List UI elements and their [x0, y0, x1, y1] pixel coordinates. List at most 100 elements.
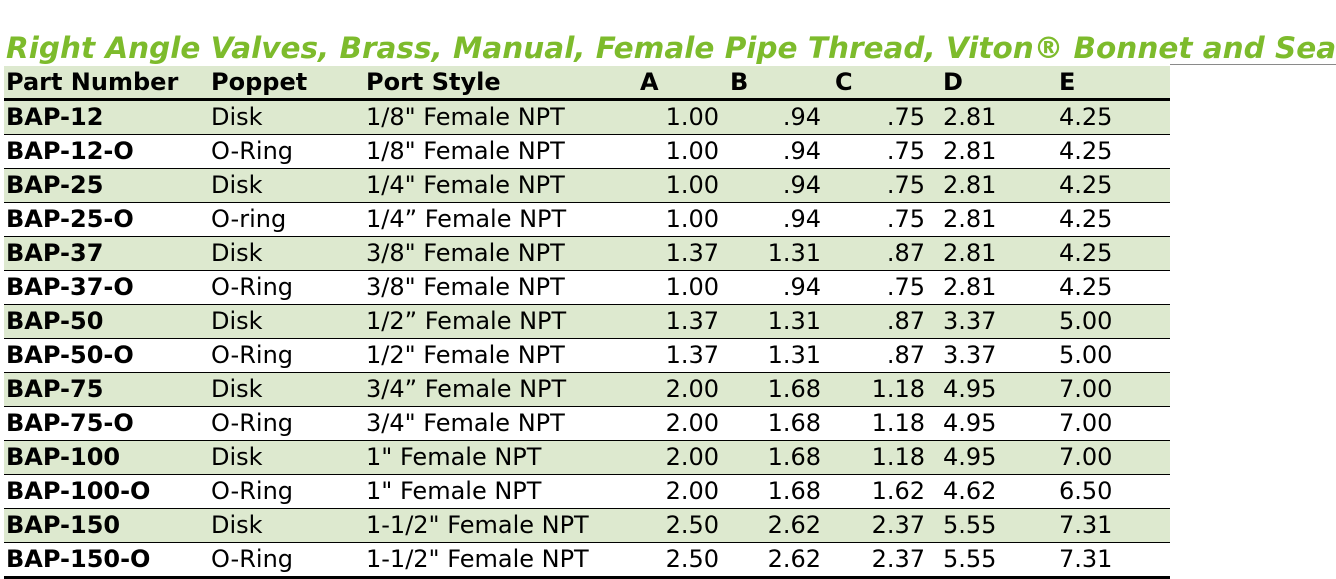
cell-dim-b: 1.68 — [767, 443, 821, 471]
column-header-part-number: Part Number — [4, 66, 208, 100]
cell-dim-b: .94 — [782, 103, 821, 131]
cell-port-style: 1" Female NPT — [366, 443, 542, 471]
cell-poppet: Disk — [211, 375, 263, 403]
table-row: BAP-150-O O-Ring 1-1/2" Female NPT 2.50 2.62… — [4, 543, 1170, 578]
cell-port-style: 1/2" Female NPT — [366, 341, 565, 369]
cell-part-number: BAP-25 — [6, 171, 104, 199]
cell-dim-e: 7.00 — [1059, 375, 1113, 403]
cell-dim-d: 2.81 — [943, 171, 997, 199]
cell-dim-c: 1.18 — [871, 375, 925, 403]
cell-dim-a: 2.00 — [665, 375, 719, 403]
cell-port-style: 1-1/2" Female NPT — [366, 511, 589, 539]
valve-spec-table: Part Number Poppet Port Style A B C D E … — [4, 66, 1170, 579]
cell-dim-a: 2.50 — [665, 545, 719, 573]
cell-part-number: BAP-12 — [6, 103, 104, 131]
cell-dim-e: 7.00 — [1059, 409, 1113, 437]
cell-poppet: Disk — [211, 239, 263, 267]
table-row: BAP-50 Disk 1/2” Female NPT 1.37 1.31 .87 3.37… — [4, 304, 1170, 339]
table-row: BAP-75 Disk 3/4” Female NPT 2.00 1.68 1.18 4.9… — [4, 372, 1170, 407]
cell-poppet: O-Ring — [211, 273, 294, 301]
cell-port-style: 3/4" Female NPT — [366, 409, 565, 437]
cell-part-number: BAP-100 — [6, 443, 121, 471]
cell-dim-c: 2.37 — [871, 511, 925, 539]
cell-dim-c: .87 — [886, 341, 925, 369]
cell-poppet: O-ring — [211, 205, 287, 233]
cell-port-style: 1/2” Female NPT — [366, 307, 567, 335]
cell-dim-a: 1.00 — [665, 273, 719, 301]
cell-port-style: 1-1/2" Female NPT — [366, 545, 589, 573]
cell-dim-a: 2.00 — [665, 477, 719, 505]
cell-dim-a: 1.37 — [665, 239, 719, 267]
table-row: BAP-12-O O-Ring 1/8" Female NPT 1.00 .94 .75 2… — [4, 135, 1170, 169]
cell-dim-a: 2.00 — [665, 443, 719, 471]
table-row: BAP-50-O O-Ring 1/2" Female NPT 1.37 1.31 .87… — [4, 339, 1170, 373]
cell-dim-a: 1.00 — [665, 205, 719, 233]
cell-part-number: BAP-75 — [6, 375, 104, 403]
cell-dim-d: 3.37 — [943, 307, 997, 335]
column-header-b: B — [726, 66, 831, 100]
cell-part-number: BAP-12-O — [6, 137, 134, 165]
cell-poppet: O-Ring — [211, 545, 294, 573]
cell-dim-e: 5.00 — [1059, 341, 1113, 369]
cell-dim-e: 4.25 — [1059, 137, 1113, 165]
column-header-e: E — [1041, 66, 1170, 100]
cell-dim-c: .87 — [886, 307, 925, 335]
cell-dim-b: 2.62 — [767, 545, 821, 573]
cell-dim-c: .75 — [886, 137, 925, 165]
cell-port-style: 3/8" Female NPT — [366, 273, 565, 301]
cell-dim-a: 1.00 — [665, 103, 719, 131]
column-header-poppet: Poppet — [208, 66, 366, 100]
cell-part-number: BAP-75-O — [6, 409, 134, 437]
cell-dim-d: 5.55 — [943, 545, 997, 573]
cell-dim-e: 7.31 — [1059, 545, 1113, 573]
cell-dim-e: 4.25 — [1059, 273, 1113, 301]
cell-port-style: 1/8" Female NPT — [366, 137, 565, 165]
cell-dim-d: 4.62 — [943, 477, 997, 505]
cell-dim-b: 1.31 — [767, 341, 821, 369]
cell-dim-e: 7.31 — [1059, 511, 1113, 539]
cell-dim-b: .94 — [782, 205, 821, 233]
cell-port-style: 1/4" Female NPT — [366, 171, 565, 199]
table-row: BAP-100-O O-Ring 1" Female NPT 2.00 1.68 1.62… — [4, 475, 1170, 509]
cell-poppet: O-Ring — [211, 341, 294, 369]
cell-dim-e: 6.50 — [1059, 477, 1113, 505]
table-row: BAP-100 Disk 1" Female NPT 2.00 1.68 1.18 4.95… — [4, 440, 1170, 475]
cell-dim-c: .75 — [886, 205, 925, 233]
cell-dim-b: 1.31 — [767, 307, 821, 335]
cell-part-number: BAP-37-O — [6, 273, 134, 301]
cell-dim-d: 3.37 — [943, 341, 997, 369]
cell-port-style: 1/4” Female NPT — [366, 205, 567, 233]
cell-dim-d: 5.55 — [943, 511, 997, 539]
cell-dim-e: 4.25 — [1059, 239, 1113, 267]
cell-dim-c: 1.62 — [871, 477, 925, 505]
cell-dim-c: .75 — [886, 171, 925, 199]
cell-poppet: Disk — [211, 443, 263, 471]
cell-part-number: BAP-50 — [6, 307, 104, 335]
cell-port-style: 1/8" Female NPT — [366, 103, 565, 131]
cell-part-number: BAP-50-O — [6, 341, 134, 369]
table-row: BAP-25 Disk 1/4" Female NPT 1.00 .94 .75 2.81 4… — [4, 168, 1170, 203]
cell-dim-c: .75 — [886, 103, 925, 131]
cell-dim-d: 2.81 — [943, 103, 997, 131]
cell-port-style: 1" Female NPT — [366, 477, 542, 505]
table-row: BAP-75-O O-Ring 3/4" Female NPT 2.00 1.68 1.1… — [4, 407, 1170, 441]
cell-dim-d: 2.81 — [943, 273, 997, 301]
column-header-c: C — [831, 66, 931, 100]
cell-dim-a: 1.37 — [665, 307, 719, 335]
cell-dim-c: 1.18 — [871, 409, 925, 437]
cell-dim-e: 4.25 — [1059, 171, 1113, 199]
table-row: BAP-37-O O-Ring 3/8" Female NPT 1.00 .94 .75 2… — [4, 271, 1170, 305]
cell-poppet: Disk — [211, 307, 263, 335]
page-title: Right Angle Valves, Brass, Manual, Femal… — [6, 31, 1336, 65]
title-divider — [1170, 64, 1336, 65]
cell-poppet: O-Ring — [211, 477, 294, 505]
cell-dim-c: .75 — [886, 273, 925, 301]
cell-dim-b: 1.68 — [767, 409, 821, 437]
cell-dim-b: 1.31 — [767, 239, 821, 267]
table-row: BAP-37 Disk 3/8" Female NPT 1.37 1.31 .87 2.81… — [4, 236, 1170, 271]
cell-dim-e: 5.00 — [1059, 307, 1113, 335]
cell-part-number: BAP-150 — [6, 511, 121, 539]
cell-part-number: BAP-37 — [6, 239, 104, 267]
cell-dim-d: 4.95 — [943, 375, 997, 403]
cell-dim-d: 2.81 — [943, 205, 997, 233]
